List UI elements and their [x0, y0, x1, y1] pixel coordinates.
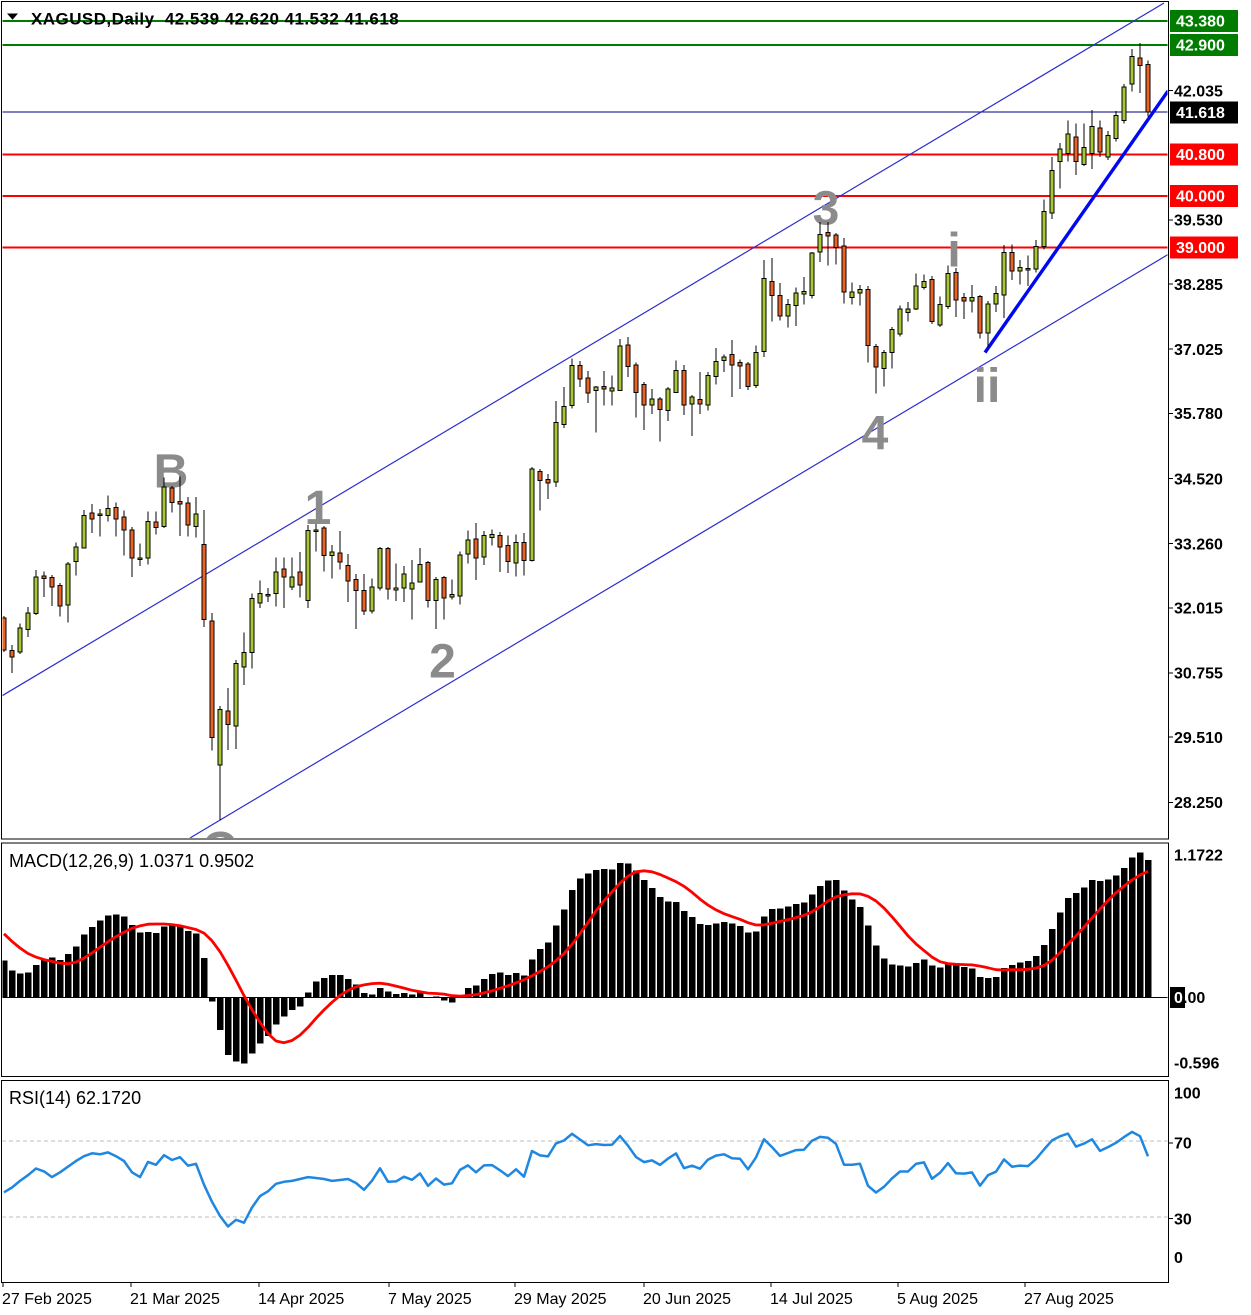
- svg-text:1: 1: [305, 482, 332, 535]
- svg-text:7 May 2025: 7 May 2025: [388, 1291, 472, 1308]
- svg-text:38.285: 38.285: [1174, 277, 1223, 294]
- svg-text:33.260: 33.260: [1174, 536, 1223, 553]
- svg-text:37.025: 37.025: [1174, 342, 1223, 359]
- svg-text:42.035: 42.035: [1174, 83, 1223, 100]
- svg-text:41.618: 41.618: [1176, 105, 1225, 122]
- svg-text:0: 0: [1174, 1250, 1183, 1267]
- svg-text:40.000: 40.000: [1176, 189, 1225, 206]
- svg-text:100: 100: [1174, 1086, 1201, 1103]
- svg-text:27 Aug 2025: 27 Aug 2025: [1024, 1291, 1114, 1308]
- svg-text:4: 4: [862, 407, 889, 460]
- svg-text:1.1722: 1.1722: [1174, 848, 1223, 865]
- svg-text:14 Apr 2025: 14 Apr 2025: [258, 1291, 344, 1308]
- svg-text:-0.596: -0.596: [1174, 1055, 1219, 1072]
- svg-text:5 Aug 2025: 5 Aug 2025: [897, 1291, 978, 1308]
- svg-text:30.755: 30.755: [1174, 666, 1223, 683]
- svg-text:14 Jul 2025: 14 Jul 2025: [770, 1291, 853, 1308]
- svg-text:RSI(14) 62.1720: RSI(14) 62.1720: [9, 1088, 141, 1108]
- svg-text:29.510: 29.510: [1174, 730, 1223, 747]
- svg-text:70: 70: [1174, 1136, 1192, 1153]
- svg-text:MACD(12,26,9) 1.0371 0.9502: MACD(12,26,9) 1.0371 0.9502: [9, 851, 254, 871]
- svg-text:29 May 2025: 29 May 2025: [514, 1291, 607, 1308]
- svg-text:42.900: 42.900: [1176, 38, 1225, 55]
- svg-text:28.250: 28.250: [1174, 795, 1223, 812]
- svg-text:XAGUSD,Daily 42.539 42.620 41: XAGUSD,Daily 42.539 42.620 41.532 41.618: [31, 10, 399, 29]
- svg-text:39.530: 39.530: [1174, 213, 1223, 230]
- svg-text:C: C: [202, 823, 237, 876]
- svg-text:i: i: [947, 225, 960, 278]
- svg-text:27 Feb 2025: 27 Feb 2025: [2, 1291, 92, 1308]
- svg-text:30: 30: [1174, 1211, 1192, 1228]
- svg-text:21 Mar 2025: 21 Mar 2025: [130, 1291, 220, 1308]
- svg-text:40.800: 40.800: [1176, 147, 1225, 164]
- svg-text:ii: ii: [974, 360, 1001, 413]
- svg-text:.00: .00: [1183, 990, 1205, 1007]
- svg-text:32.015: 32.015: [1174, 601, 1223, 618]
- svg-text:35.780: 35.780: [1174, 406, 1223, 423]
- svg-text:20 Jun 2025: 20 Jun 2025: [643, 1291, 731, 1308]
- svg-text:39.000: 39.000: [1176, 240, 1225, 257]
- svg-text:2: 2: [429, 635, 456, 688]
- svg-text:43.380: 43.380: [1176, 14, 1225, 31]
- svg-text:34.520: 34.520: [1174, 471, 1223, 488]
- svg-text:0: 0: [1174, 990, 1183, 1007]
- svg-text:3: 3: [813, 183, 840, 236]
